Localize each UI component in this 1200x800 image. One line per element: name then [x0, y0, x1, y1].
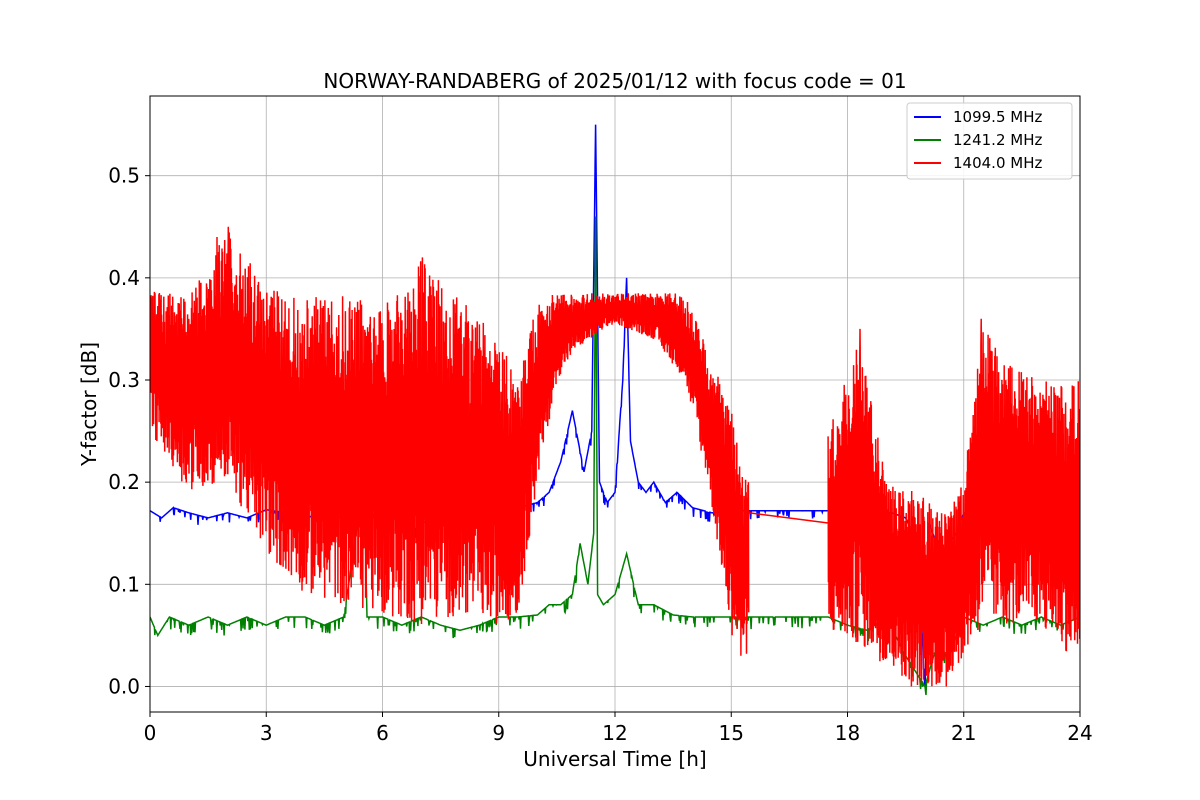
legend-label: 1241.2 MHz: [953, 131, 1042, 149]
plot-area: [150, 124, 1080, 696]
series-line-1404-0-gap: [748, 512, 829, 524]
y-tick-label: 0.4: [108, 266, 140, 290]
x-tick-label: 12: [602, 721, 627, 745]
x-tick-label: 0: [144, 721, 157, 745]
x-tick-label: 9: [492, 721, 505, 745]
x-tick-label: 18: [835, 721, 860, 745]
x-axis-label: Universal Time [h]: [523, 747, 706, 771]
series-line-1404-0-a: [150, 226, 750, 656]
y-tick-label: 0.5: [108, 164, 140, 188]
legend-label: 1099.5 MHz: [953, 108, 1042, 126]
y-tick-label: 0.2: [108, 470, 140, 494]
chart-title: NORWAY-RANDABERG of 2025/01/12 with focu…: [323, 69, 906, 93]
y-tick-label: 0.1: [108, 572, 140, 596]
y-axis-label: Y-factor [dB]: [77, 342, 101, 467]
legend-box: [906, 102, 1073, 180]
y-tick-label: 0.0: [108, 674, 140, 698]
series-line-1404-0-b: [827, 318, 1080, 687]
x-tick-label: 24: [1067, 721, 1092, 745]
series-line-1241-2: [150, 216, 1080, 696]
legend: 1099.5 MHz 1241.2 MHz 1404.0 MHz: [906, 102, 1073, 180]
axis-ticks: 0 3 6 9 12 15 18 21 24 0.0 0.1 0.2 0.3 0.4 0.5: [108, 164, 1093, 745]
y-tick-label: 0.3: [108, 368, 140, 392]
x-tick-label: 3: [260, 721, 273, 745]
x-tick-label: 6: [376, 721, 389, 745]
x-tick-label: 15: [719, 721, 744, 745]
legend-label: 1404.0 MHz: [953, 154, 1042, 172]
x-tick-label: 21: [951, 721, 976, 745]
